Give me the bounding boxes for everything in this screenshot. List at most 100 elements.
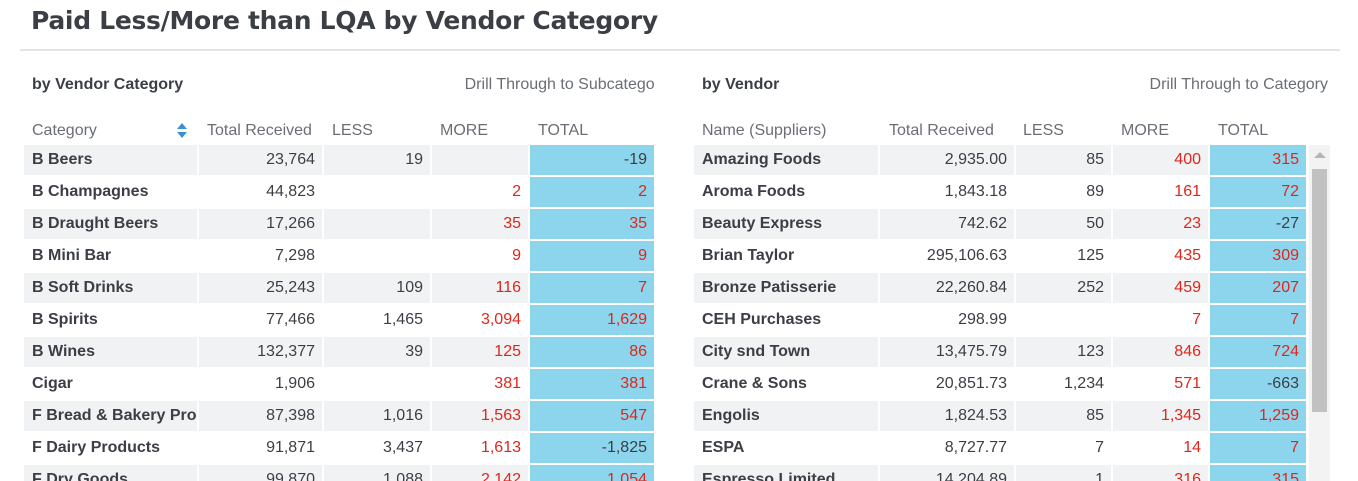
total-cell: 2 [530,177,654,207]
column-header-total[interactable]: TOTAL [1218,122,1269,139]
more-cell: 2 [512,183,521,200]
total-cell: 7 [1210,433,1306,463]
more-cell: 116 [432,273,528,303]
name-cell: F Bread & Bakery Products [24,401,197,431]
total-cell: -19 [530,145,654,175]
less-cell: 252 [1016,273,1111,303]
total-received-cell: 1,843.18 [944,183,1007,200]
panel-title: by Vendor [702,76,780,93]
total-cell: 381 [530,369,654,399]
name-cell: Engolis [694,401,878,431]
sort-icon[interactable] [176,122,188,140]
total-cell: 309 [1210,241,1306,271]
drill-through-subcategory-link[interactable]: Drill Through to Subcategory [464,76,654,93]
more-cell: 1,613 [480,439,521,456]
less-cell [324,177,430,207]
vendor-panel: by Vendor Drill Through to Category Name… [694,70,1330,481]
name-cell: F Dry Goods [24,465,197,481]
name-cell: B Wines [24,337,197,367]
less-cell: 85 [1016,401,1111,431]
total-cell: -27 [1210,209,1306,239]
column-header-less[interactable]: LESS [332,122,373,139]
name-cell: City snd Town [694,337,878,367]
name-cell: B Spirits [32,311,98,328]
total-cell: 724 [1210,337,1306,367]
more-cell: 14 [1183,439,1201,456]
column-header-more[interactable]: MORE [1121,122,1169,139]
column-header-total-received[interactable]: Total Received [207,122,312,139]
total-cell: 7 [1210,305,1306,335]
total-cell: 35 [530,209,654,239]
less-cell: 1,016 [324,401,430,431]
total-received-cell: 17,266 [199,209,322,239]
column-header-more[interactable]: MORE [440,122,488,139]
more-cell: 400 [1113,145,1208,175]
total-received-cell: 8,727.77 [944,439,1007,456]
name-cell: Bronze Patisserie [694,273,878,303]
total-cell: 9 [530,241,654,271]
less-cell: 123 [1016,337,1111,367]
more-cell: 571 [1174,375,1201,392]
scroll-up-arrow-icon[interactable] [1314,152,1326,158]
total-received-cell: 13,475.79 [880,337,1014,367]
page-title: Paid Less/More than LQA by Vendor Catego… [31,6,658,35]
scrollbar-thumb[interactable] [1312,169,1327,412]
less-cell: 125 [1077,247,1104,264]
more-cell: 161 [1174,183,1201,200]
total-received-cell: 99,870 [199,465,322,481]
less-cell [324,369,430,399]
total-cell: 1,054 [530,465,654,481]
panel-title: by Vendor Category [32,76,184,93]
more-cell: 1,345 [1113,401,1208,431]
total-received-cell: 44,823 [266,183,315,200]
total-cell: -1,825 [530,433,654,463]
name-cell: Cigar [32,375,73,392]
less-cell: 7 [1095,439,1104,456]
column-header-total[interactable]: TOTAL [538,122,589,139]
more-cell: 3,094 [480,311,521,328]
less-cell: 1,465 [382,311,423,328]
total-cell: 7 [530,273,654,303]
name-cell: B Champagnes [32,183,149,200]
name-cell: CEH Purchases [702,311,822,328]
name-cell: B Mini Bar [32,247,112,264]
name-cell: Crane & Sons [702,375,807,392]
total-received-cell: 22,260.84 [880,273,1014,303]
more-cell: 7 [1192,311,1201,328]
drill-through-category-link[interactable]: Drill Through to Category [1149,76,1328,93]
panel-header: by Vendor Drill Through to Category [694,76,1330,98]
more-cell: 846 [1113,337,1208,367]
name-cell: Aroma Foods [702,183,806,200]
more-cell: 35 [432,209,528,239]
total-cell: -663 [1210,369,1306,399]
name-cell: Brian Taylor [702,247,795,264]
less-cell [1016,305,1111,335]
more-cell: 23 [1113,209,1208,239]
total-received-cell: 132,377 [199,337,322,367]
more-cell [432,145,528,175]
name-cell: B Beers [24,145,197,175]
total-received-cell: 295,106.63 [926,247,1007,264]
less-cell: 85 [1016,145,1111,175]
column-header-total-received[interactable]: Total Received [889,122,994,139]
less-cell: 39 [324,337,430,367]
column-header-category[interactable]: Category [32,122,97,139]
name-cell: Espresso Limited [694,465,878,481]
total-cell: 207 [1210,273,1306,303]
total-cell: 1,629 [530,305,654,335]
vertical-scrollbar[interactable] [1309,145,1330,481]
more-cell: 1,563 [432,401,528,431]
more-cell: 2,142 [432,465,528,481]
total-cell: 315 [1210,465,1306,481]
name-cell: ESPA [702,439,745,456]
less-cell: 1,234 [1063,375,1104,392]
total-cell: 315 [1210,145,1306,175]
column-header-less[interactable]: LESS [1023,122,1064,139]
title-divider [20,49,1340,51]
more-cell: 316 [1113,465,1208,481]
total-cell: 1,259 [1210,401,1306,431]
column-header-name[interactable]: Name (Suppliers) [702,122,827,139]
total-received-cell: 25,243 [199,273,322,303]
name-cell: Amazing Foods [694,145,878,175]
table-header: Name (Suppliers) Total Received LESS MOR… [694,122,1330,142]
